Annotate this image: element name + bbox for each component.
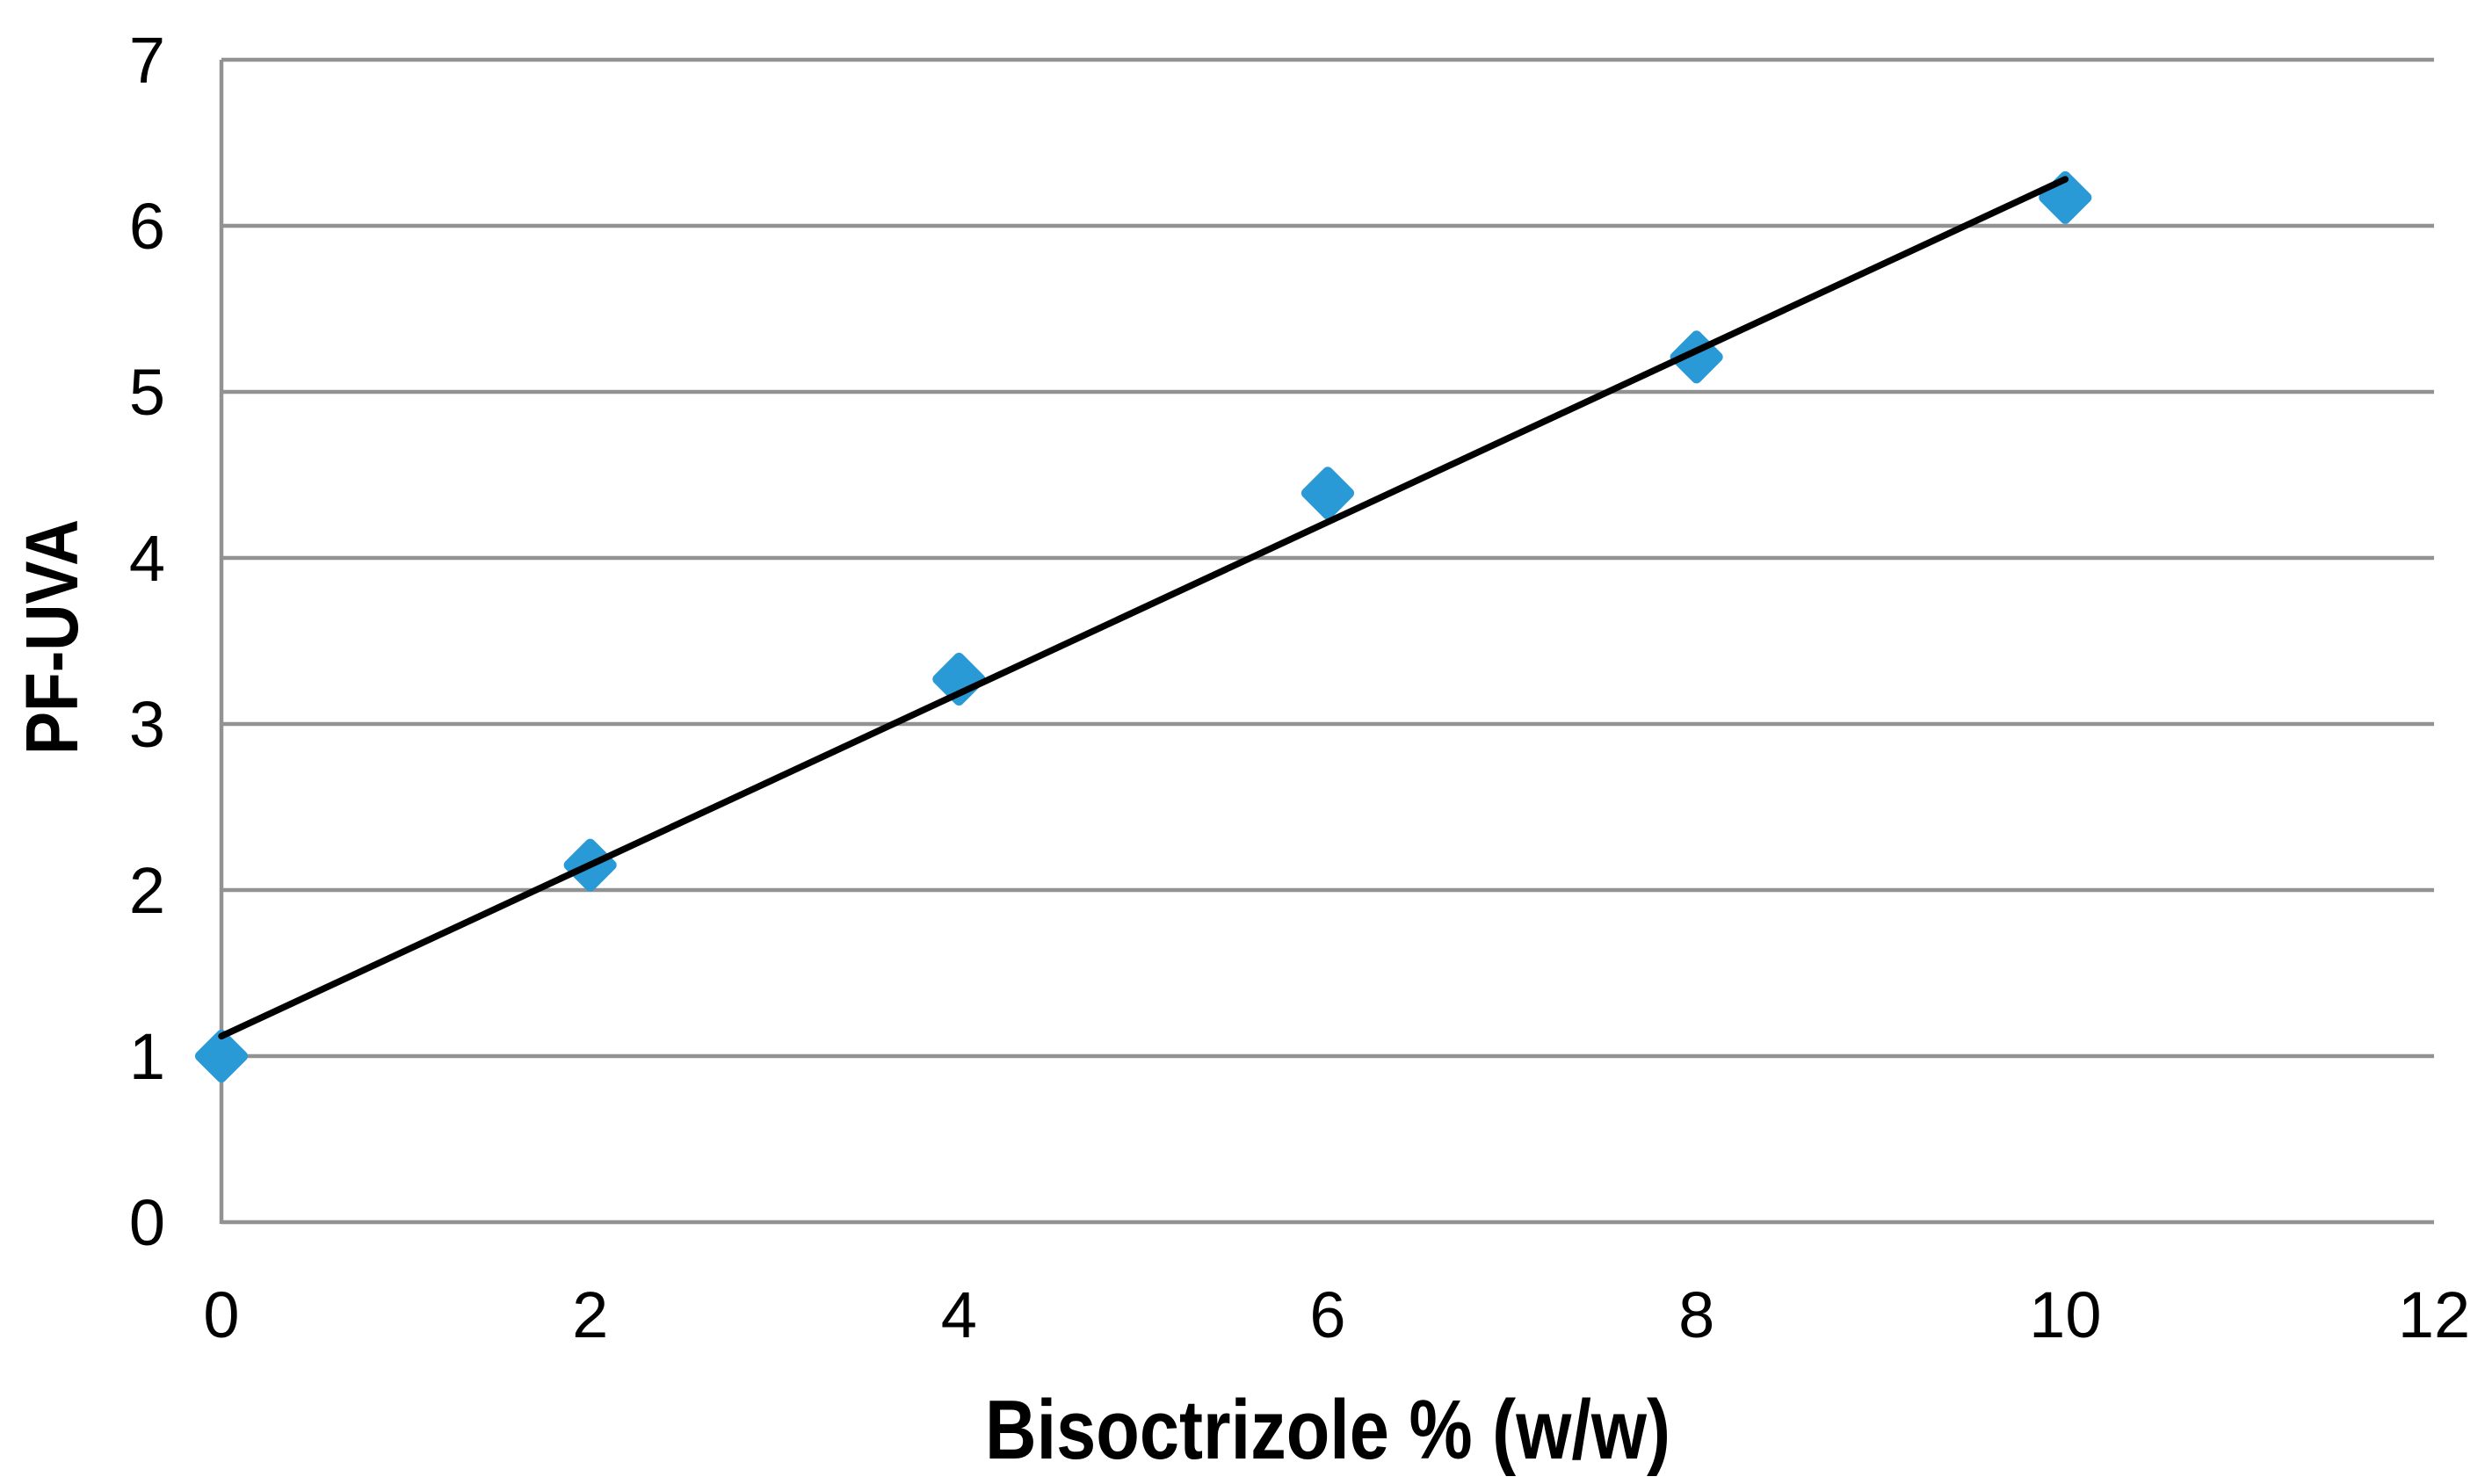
x-tick-label: 6: [1309, 1278, 1345, 1351]
trendline: [218, 176, 2069, 1040]
y-tick-label: 2: [129, 854, 165, 927]
gridlines: [221, 57, 2434, 1225]
y-tick-label: 0: [129, 1186, 165, 1259]
x-tick-labels: 0 2 4 6 8 10 12: [203, 1278, 2470, 1351]
x-tick-label: 10: [2029, 1278, 2101, 1351]
y-tick-label: 5: [129, 356, 165, 429]
x-tick-label: 0: [203, 1278, 239, 1351]
x-tick-label: 2: [572, 1278, 608, 1351]
x-tick-label: 12: [2398, 1278, 2470, 1351]
y-axis-title: PF-UVA: [11, 519, 93, 755]
y-tick-label: 6: [129, 190, 165, 263]
y-tick-label: 4: [129, 522, 165, 595]
data-points: [194, 170, 2092, 1083]
y-tick-label: 7: [129, 24, 165, 97]
x-tick-label: 4: [941, 1278, 977, 1351]
y-tick-labels: 0 1 2 3 4 5 6 7: [129, 24, 165, 1259]
y-tick-label: 1: [129, 1020, 165, 1093]
y-tick-label: 3: [129, 688, 165, 761]
x-tick-label: 8: [1678, 1278, 1714, 1351]
x-axis-title: Bisoctrizole % (w/w): [985, 1383, 1670, 1477]
